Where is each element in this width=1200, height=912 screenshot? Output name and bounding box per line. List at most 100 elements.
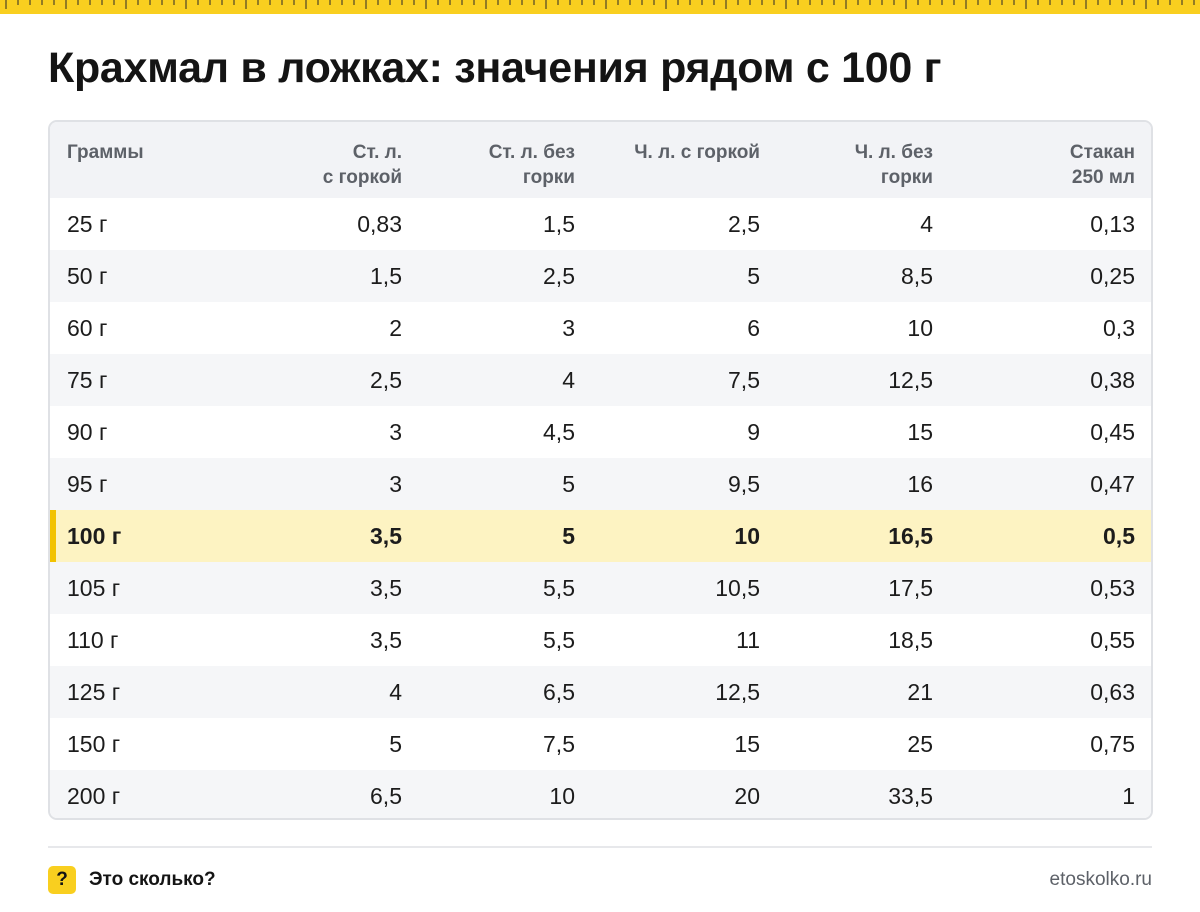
column-header-tsp-heaped: Ч. л. с горкой: [591, 122, 776, 198]
grams-cell: 75 г: [67, 366, 108, 393]
value-cell: 2,5: [370, 366, 402, 393]
grams-cell: 25 г: [67, 210, 108, 237]
table-row: 95 г 3 5 9,5 16 0,47: [50, 458, 1151, 510]
value-cell: 4: [562, 366, 575, 393]
table-row: 110 г 3,5 5,5 11 18,5 0,55: [50, 614, 1151, 666]
value-cell: 15: [907, 418, 933, 445]
conversion-table-card: Граммы Ст. л. с горкой Ст. л. без горки …: [48, 120, 1153, 820]
grams-cell: 90 г: [67, 418, 108, 445]
value-cell: 12,5: [715, 678, 760, 705]
value-cell: 9: [747, 418, 760, 445]
value-cell: 5: [389, 730, 402, 757]
table-row: 50 г 1,5 2,5 5 8,5 0,25: [50, 250, 1151, 302]
table-row: 125 г 4 6,5 12,5 21 0,63: [50, 666, 1151, 718]
value-cell: 4: [389, 678, 402, 705]
value-cell: 3: [389, 418, 402, 445]
value-cell: 12,5: [888, 366, 933, 393]
value-cell: 3,5: [370, 522, 402, 549]
value-cell: 0,5: [1103, 522, 1135, 549]
value-cell: 15: [734, 730, 760, 757]
value-cell: 0,38: [1090, 366, 1135, 393]
value-cell: 3,5: [370, 626, 402, 653]
value-cell: 16,5: [888, 522, 933, 549]
table-row: 90 г 3 4,5 9 15 0,45: [50, 406, 1151, 458]
value-cell: 0,53: [1090, 574, 1135, 601]
table-row: 200 г 6,5 10 20 33,5 1: [50, 770, 1151, 818]
value-cell: 6,5: [370, 782, 402, 809]
value-cell: 7,5: [728, 366, 760, 393]
column-header-label: Стакан 250 мл: [1069, 142, 1135, 188]
footer-divider: [48, 846, 1152, 848]
grams-cell: 95 г: [67, 470, 108, 497]
column-header-tsp-level: Ч. л. без горки: [776, 122, 949, 198]
column-header-cup-250ml: Стакан 250 мл: [949, 122, 1151, 198]
column-header-label: Ст. л. с горкой: [322, 142, 402, 188]
value-cell: 0,75: [1090, 730, 1135, 757]
value-cell: 0,63: [1090, 678, 1135, 705]
grams-cell: 105 г: [67, 574, 121, 601]
grams-cell: 110 г: [67, 626, 119, 653]
conversion-table: Граммы Ст. л. с горкой Ст. л. без горки …: [50, 122, 1151, 818]
value-cell: 0,55: [1090, 626, 1135, 653]
value-cell: 0,47: [1090, 470, 1135, 497]
value-cell: 4: [920, 210, 933, 237]
value-cell: 1,5: [370, 262, 402, 289]
value-cell: 10,5: [715, 574, 760, 601]
value-cell: 20: [734, 782, 760, 809]
value-cell: 25: [907, 730, 933, 757]
footer-site-link[interactable]: etoskolko.ru: [1049, 869, 1152, 890]
value-cell: 0,83: [357, 210, 402, 237]
grams-cell: 125 г: [67, 678, 121, 705]
table-header: Граммы Ст. л. с горкой Ст. л. без горки …: [50, 122, 1151, 198]
value-cell: 7,5: [543, 730, 575, 757]
column-header-tbsp-heaped: Ст. л. с горкой: [250, 122, 418, 198]
column-header-grams: Граммы: [50, 122, 250, 198]
value-cell: 11: [736, 626, 760, 653]
grams-cell: 60 г: [67, 314, 108, 341]
value-cell: 10: [734, 522, 760, 549]
value-cell: 1,5: [543, 210, 575, 237]
value-cell: 3: [389, 470, 402, 497]
value-cell: 10: [549, 782, 575, 809]
value-cell: 9,5: [728, 470, 760, 497]
value-cell: 21: [907, 678, 933, 705]
ruler-decoration: [0, 0, 1200, 14]
table-row: 60 г 2 3 6 10 0,3: [50, 302, 1151, 354]
value-cell: 5: [747, 262, 760, 289]
table-row: 150 г 5 7,5 15 25 0,75: [50, 718, 1151, 770]
value-cell: 5,5: [543, 574, 575, 601]
column-header-label: Ст. л. без горки: [488, 142, 575, 188]
value-cell: 3,5: [370, 574, 402, 601]
value-cell: 8,5: [901, 262, 933, 289]
value-cell: 0,45: [1090, 418, 1135, 445]
value-cell: 3: [562, 314, 575, 341]
question-badge-icon: ?: [48, 866, 76, 894]
value-cell: 6: [747, 314, 760, 341]
value-cell: 2,5: [728, 210, 760, 237]
table-row: 105 г 3,5 5,5 10,5 17,5 0,53: [50, 562, 1151, 614]
grams-cell: 50 г: [67, 262, 108, 289]
value-cell: 5,5: [543, 626, 575, 653]
table-row: 75 г 2,5 4 7,5 12,5 0,38: [50, 354, 1151, 406]
page-title: Крахмал в ложках: значения рядом с 100 г: [48, 44, 942, 92]
value-cell: 18,5: [888, 626, 933, 653]
value-cell: 16: [907, 470, 933, 497]
value-cell: 17,5: [888, 574, 933, 601]
value-cell: 4,5: [543, 418, 575, 445]
ruler-ticks: [5, 0, 1195, 9]
value-cell: 5: [562, 470, 575, 497]
value-cell: 6,5: [543, 678, 575, 705]
table-row: 25 г 0,83 1,5 2,5 4 0,13: [50, 198, 1151, 250]
column-header-tbsp-level: Ст. л. без горки: [418, 122, 591, 198]
value-cell: 0,3: [1103, 314, 1135, 341]
value-cell: 33,5: [888, 782, 933, 809]
column-header-label: Граммы: [67, 142, 144, 163]
value-cell: 1: [1122, 782, 1135, 809]
table-row-highlighted: 100 г 3,5 5 10 16,5 0,5: [50, 510, 1151, 562]
grams-cell: 200 г: [67, 782, 121, 809]
value-cell: 0,25: [1090, 262, 1135, 289]
value-cell: 10: [907, 314, 933, 341]
grams-cell: 100 г: [50, 510, 250, 562]
value-cell: 2,5: [543, 262, 575, 289]
footer-brand: Это сколько?: [89, 869, 216, 890]
